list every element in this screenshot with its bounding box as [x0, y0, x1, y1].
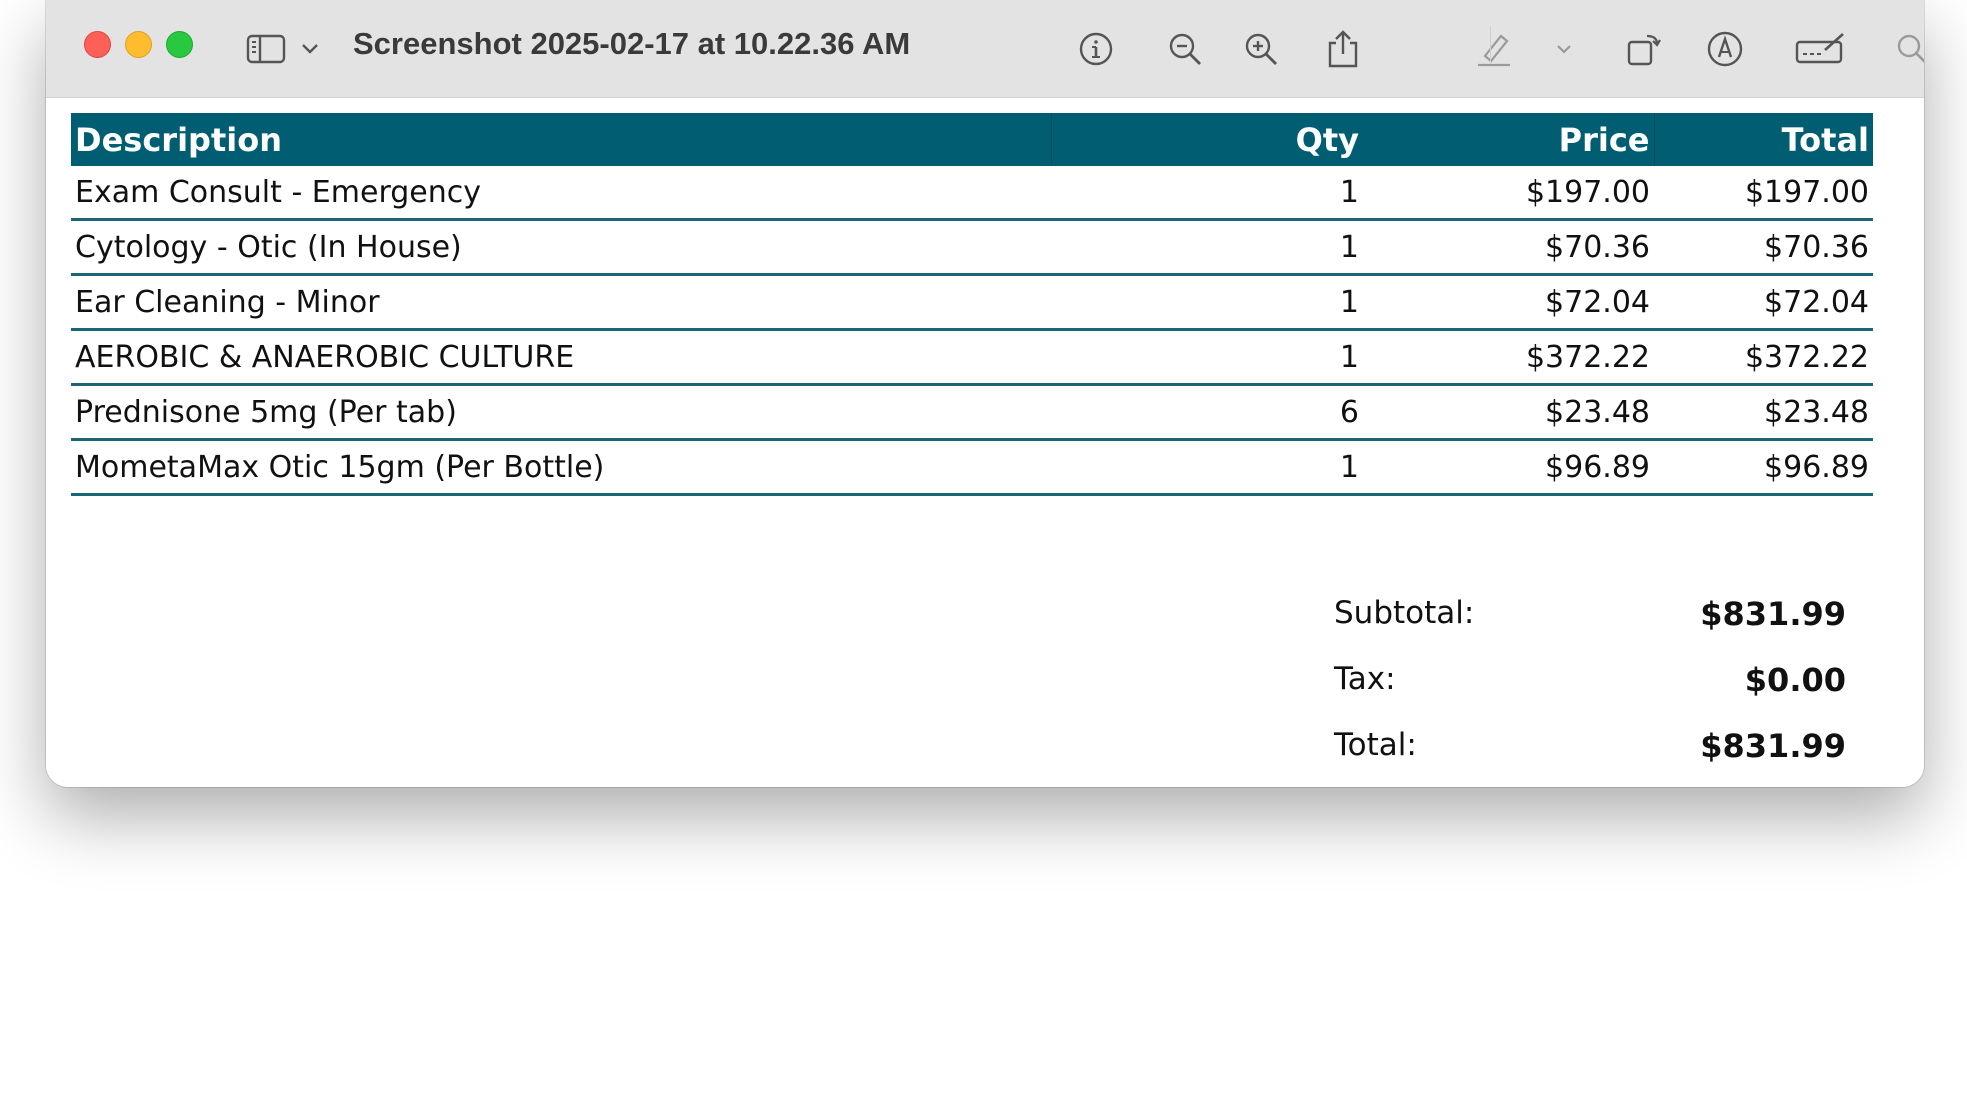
item-qty: 1 — [1051, 219, 1363, 276]
item-price: $70.36 — [1363, 219, 1654, 276]
info-icon[interactable] — [1076, 0, 1116, 97]
minimize-window-button[interactable] — [125, 31, 152, 58]
column-header-price: Price — [1363, 113, 1655, 166]
column-header-total: Total — [1654, 113, 1873, 166]
total-label: Total: — [1334, 727, 1417, 763]
subtotal-value: $831.99 — [1700, 595, 1846, 633]
search-icon[interactable] — [1892, 0, 1924, 97]
item-total: $70.36 — [1654, 219, 1873, 276]
tax-row: Tax: $0.00 — [1334, 649, 1846, 715]
table-header-row: Description Qty Price Total — [71, 113, 1873, 166]
item-total: $96.89 — [1654, 439, 1873, 496]
table-row: Exam Consult - Emergency 1 $197.00 $197.… — [71, 166, 1873, 221]
item-total: $197.00 — [1654, 166, 1873, 221]
preview-window: Screenshot 2025-02-17 at 10.22.36 AM — [46, 0, 1924, 787]
signature-icon[interactable] — [1794, 0, 1848, 97]
item-description: Ear Cleaning - Minor — [71, 274, 1051, 331]
zoom-in-icon[interactable] — [1241, 0, 1281, 97]
totals-summary: Subtotal: $831.99 Tax: $0.00 Total: $831… — [1334, 583, 1846, 781]
total-row: Total: $831.99 — [1334, 715, 1846, 781]
item-qty: 1 — [1051, 329, 1363, 386]
tax-value: $0.00 — [1744, 661, 1846, 699]
window-titlebar: Screenshot 2025-02-17 at 10.22.36 AM — [46, 0, 1924, 98]
window-title: Screenshot 2025-02-17 at 10.22.36 AM — [353, 26, 911, 61]
invoice-table: Description Qty Price Total Exam Consult… — [71, 113, 1873, 496]
chevron-down-icon[interactable] — [1554, 0, 1574, 97]
close-window-button[interactable] — [84, 31, 111, 58]
column-header-qty: Qty — [1051, 113, 1363, 166]
item-description: AEROBIC & ANAEROBIC CULTURE — [71, 329, 1051, 386]
sidebar-icon[interactable] — [244, 0, 288, 97]
rotate-icon[interactable] — [1624, 0, 1664, 97]
total-value: $831.99 — [1700, 727, 1846, 765]
item-total: $372.22 — [1654, 329, 1873, 386]
zoom-out-icon[interactable] — [1165, 0, 1205, 97]
chevron-down-icon[interactable] — [300, 0, 320, 97]
item-total: $72.04 — [1654, 274, 1873, 331]
item-price: $72.04 — [1363, 274, 1654, 331]
item-price: $96.89 — [1363, 439, 1654, 496]
item-total: $23.48 — [1654, 384, 1873, 441]
item-price: $372.22 — [1363, 329, 1654, 386]
tax-label: Tax: — [1334, 661, 1396, 697]
item-qty: 1 — [1051, 274, 1363, 331]
item-qty: 1 — [1051, 166, 1363, 221]
item-description: Exam Consult - Emergency — [71, 166, 1051, 221]
item-qty: 1 — [1051, 439, 1363, 496]
zoom-window-button[interactable] — [166, 31, 193, 58]
column-header-description: Description — [71, 113, 1052, 166]
table-row: MometaMax Otic 15gm (Per Bottle) 1 $96.8… — [71, 439, 1873, 496]
subtotal-label: Subtotal: — [1334, 595, 1475, 631]
table-row: Prednisone 5mg (Per tab) 6 $23.48 $23.48 — [71, 384, 1873, 441]
toolbar-separator — [1490, 26, 1491, 64]
highlight-pen-icon[interactable] — [1474, 0, 1514, 97]
item-price: $197.00 — [1363, 166, 1654, 221]
item-description: Prednisone 5mg (Per tab) — [71, 384, 1051, 441]
markup-icon[interactable] — [1705, 0, 1745, 97]
subtotal-row: Subtotal: $831.99 — [1334, 583, 1846, 649]
item-description: Cytology - Otic (In House) — [71, 219, 1051, 276]
table-row: Cytology - Otic (In House) 1 $70.36 $70.… — [71, 219, 1873, 276]
share-icon[interactable] — [1323, 0, 1363, 97]
item-qty: 6 — [1051, 384, 1363, 441]
table-row: AEROBIC & ANAEROBIC CULTURE 1 $372.22 $3… — [71, 329, 1873, 386]
item-description: MometaMax Otic 15gm (Per Bottle) — [71, 439, 1051, 496]
document-page: Description Qty Price Total Exam Consult… — [46, 98, 1924, 787]
item-price: $23.48 — [1363, 384, 1654, 441]
table-row: Ear Cleaning - Minor 1 $72.04 $72.04 — [71, 274, 1873, 331]
